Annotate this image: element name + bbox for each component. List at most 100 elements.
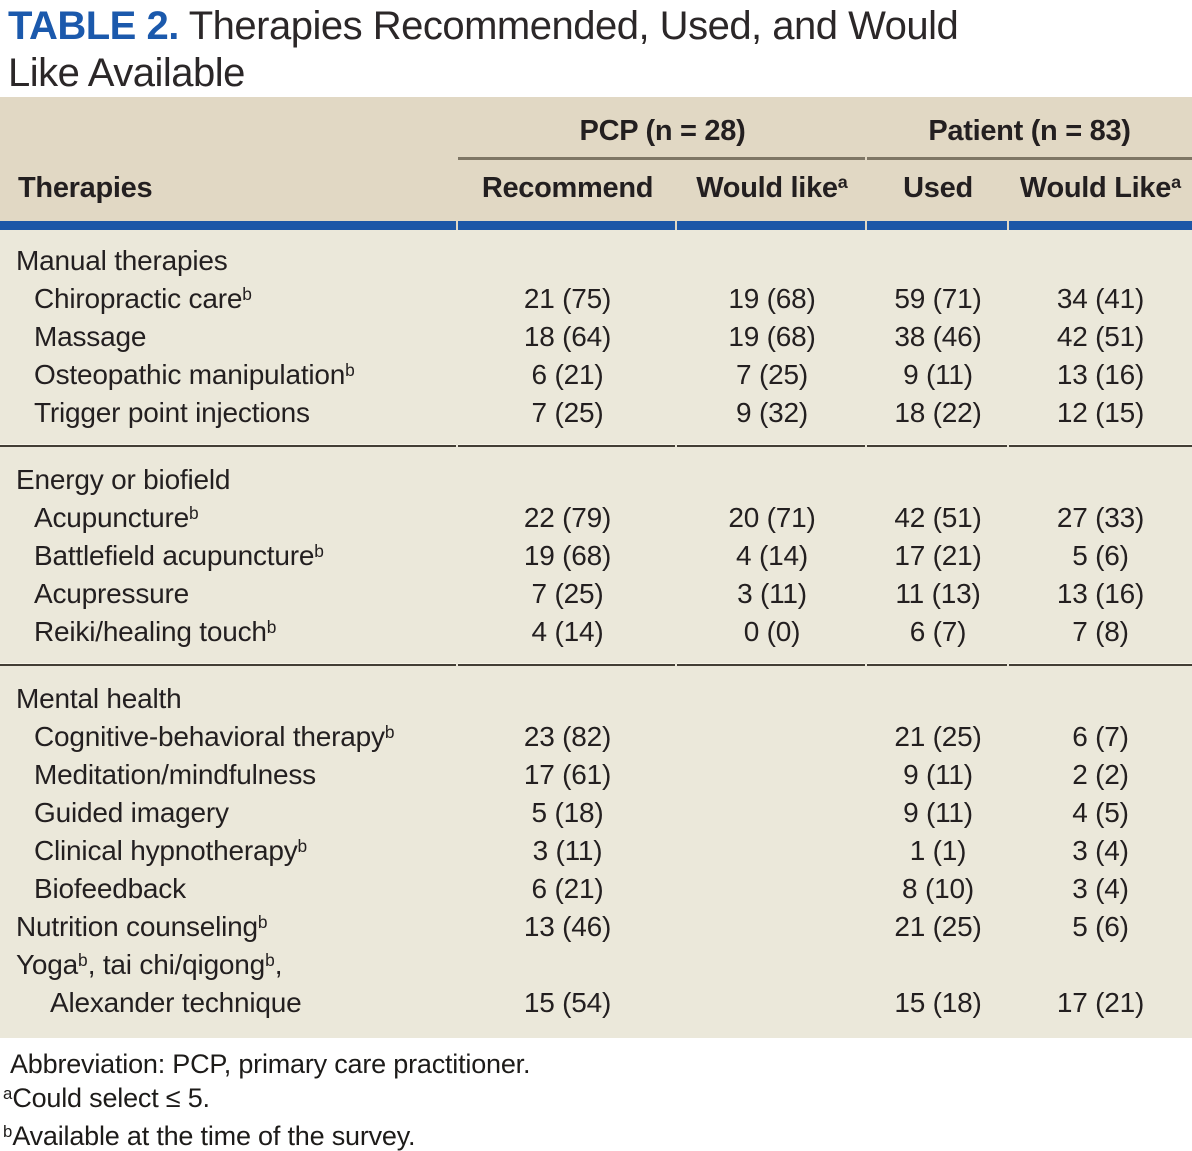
superscript-b: b (266, 616, 277, 637)
therapy-label: Biofeedback (34, 873, 186, 904)
table-row: Chiropractic careb 21 (75) 19 (68) 59 (71) 3… (0, 280, 1192, 318)
value-cell: 2 (2) (1072, 759, 1129, 790)
table-row: Osteopathic manipulationb 6 (21) 7 (25) 9 (… (0, 356, 1192, 394)
value-cell: 5 (6) (1072, 540, 1129, 571)
value-cell: 6 (7) (909, 616, 967, 647)
table-title: TABLE 2. Therapies Recommended, Used, an… (0, 0, 1192, 97)
group-header-row: PCP (n = 28) Patient (n = 83) (0, 111, 1192, 151)
therapy-label: Massage (34, 321, 147, 352)
pcp-underline (458, 157, 865, 160)
value-cell: 42 (51) (894, 502, 982, 533)
table-row: Meditation/mindfulness 17 (61) 9 (11) 2 (2) (0, 756, 1192, 794)
value-cell: 17 (61) (523, 759, 612, 790)
value-cell: 23 (82) (523, 721, 612, 752)
therapy-label: Yogab, tai chi/qigongb, (16, 949, 283, 980)
superscript-a: a (3, 1083, 13, 1103)
table-header: PCP (n = 28) Patient (n = 83) Therapies … (0, 97, 1192, 230)
table-row: Trigger point injections 7 (25) 9 (32) 18 (… (0, 394, 1192, 432)
value-cell: 7 (25) (531, 397, 604, 428)
value-cell: 3 (11) (532, 835, 603, 866)
table-row: Guided imagery 5 (18) 9 (11) 4 (5) (0, 794, 1192, 832)
therapy-label: Nutrition counselingb (16, 911, 268, 942)
therapies-table: PCP (n = 28) Patient (n = 83) Therapies … (0, 97, 1192, 1038)
value-cell: 17 (21) (1056, 987, 1145, 1018)
superscript-b: b (3, 1121, 13, 1141)
section-heading: Manual therapies (0, 242, 1192, 280)
value-cell: 19 (68) (728, 283, 816, 314)
footnote-abbreviation: Abbreviation: PCP, primary care practiti… (10, 1049, 531, 1079)
header-rule (0, 221, 1192, 230)
therapy-label: Acupunctureb (34, 502, 199, 533)
value-cell: 12 (15) (1056, 397, 1145, 428)
value-cell: 6 (7) (1072, 721, 1129, 752)
table-row: Yogab, tai chi/qigongb, (0, 946, 1192, 984)
column-header-therapies: Therapies (18, 172, 153, 204)
value-cell: 3 (4) (1072, 835, 1129, 866)
therapy-label: Acupressure (34, 578, 189, 609)
value-cell: 7 (25) (531, 578, 604, 609)
value-cell: 20 (71) (728, 502, 816, 533)
section-heading-label: Energy or biofield (16, 464, 231, 495)
column-header-row: Therapies Recommend Would likea Used Wou… (0, 162, 1192, 210)
value-cell: 9 (11) (903, 359, 973, 390)
value-cell: 9 (32) (736, 397, 808, 428)
value-cell: 4 (14) (736, 540, 808, 571)
value-cell: 5 (6) (1072, 911, 1129, 942)
table-row: Biofeedback 6 (21) 8 (10) 3 (4) (0, 870, 1192, 908)
therapy-label: Cognitive-behavioral therapyb (34, 721, 395, 752)
footnote: aCould select ≤ 5. (3, 1083, 210, 1113)
footnotes: Abbreviation: PCP, primary care practiti… (0, 1038, 1192, 1151)
superscript-b: b (78, 949, 88, 970)
section-heading-label: Manual therapies (16, 245, 228, 276)
value-cell: 9 (11) (903, 797, 973, 828)
section-heading-label: Mental health (16, 683, 182, 714)
therapy-label: Battlefield acupunctureb (34, 540, 324, 571)
value-cell: 11 (13) (895, 578, 981, 609)
value-cell: 38 (46) (894, 321, 982, 352)
group-underline (0, 157, 1192, 160)
therapy-label: Guided imagery (34, 797, 229, 828)
value-cell: 18 (64) (523, 321, 612, 352)
table-title-text: Therapies Recommended, Used, and Would Li… (8, 4, 959, 95)
table-number-label: TABLE 2. (8, 4, 179, 48)
superscript-a: a (837, 172, 848, 193)
value-cell: 9 (11) (903, 759, 973, 790)
value-cell: 3 (11) (737, 578, 807, 609)
value-cell: 19 (68) (523, 540, 612, 571)
value-cell: 7 (8) (1072, 616, 1129, 647)
superscript-b: b (384, 721, 395, 742)
therapy-label: Meditation/mindfulness (34, 759, 316, 790)
therapy-label: Trigger point injections (34, 397, 310, 428)
section-heading: Energy or biofield (0, 461, 1192, 499)
table-row: Acupressure 7 (25) 3 (11) 11 (13) 13 (16) (0, 575, 1192, 613)
table-row: Battlefield acupunctureb 19 (68) 4 (14) 17 … (0, 537, 1192, 575)
value-cell: 4 (5) (1072, 797, 1129, 828)
superscript-a: a (1171, 172, 1182, 193)
section-divider (0, 444, 1192, 447)
value-cell: 42 (51) (1056, 321, 1145, 352)
superscript-b: b (314, 540, 324, 561)
table-row: Acupunctureb 22 (79) 20 (71) 42 (51) 27 (33) (0, 499, 1192, 537)
column-header-used: Used (903, 172, 973, 204)
therapy-label: Osteopathic manipulationb (34, 359, 355, 390)
value-cell: 7 (25) (736, 359, 808, 390)
value-cell: 22 (79) (523, 502, 612, 533)
column-header-would-like-patient: Would Likea (1019, 172, 1182, 204)
group-header-patient: Patient (n = 83) (928, 114, 1131, 147)
value-cell: 15 (18) (894, 987, 982, 1018)
group-header-pcp: PCP (n = 28) (579, 114, 746, 147)
table-row: Massage 18 (64) 19 (68) 38 (46) 42 (51) (0, 318, 1192, 356)
value-cell: 6 (21) (531, 359, 604, 390)
value-cell: 18 (22) (894, 397, 982, 428)
table-row: Reiki/healing touchb 4 (14) 0 (0) 6 (7) 7 (8… (0, 613, 1192, 651)
column-header-would-like-pcp: Would likea (696, 172, 848, 204)
value-cell: 13 (16) (1056, 578, 1145, 609)
value-cell: 13 (46) (523, 911, 612, 942)
value-cell: 13 (16) (1056, 359, 1145, 390)
value-cell: 19 (68) (728, 321, 816, 352)
value-cell: 21 (75) (523, 283, 612, 314)
value-cell: 5 (18) (531, 797, 604, 828)
value-cell: 34 (41) (1056, 283, 1145, 314)
footnote: bAvailable at the time of the survey. (3, 1121, 416, 1151)
table-body: Manual therapies Chiropractic careb 21 (75… (0, 230, 1192, 1038)
